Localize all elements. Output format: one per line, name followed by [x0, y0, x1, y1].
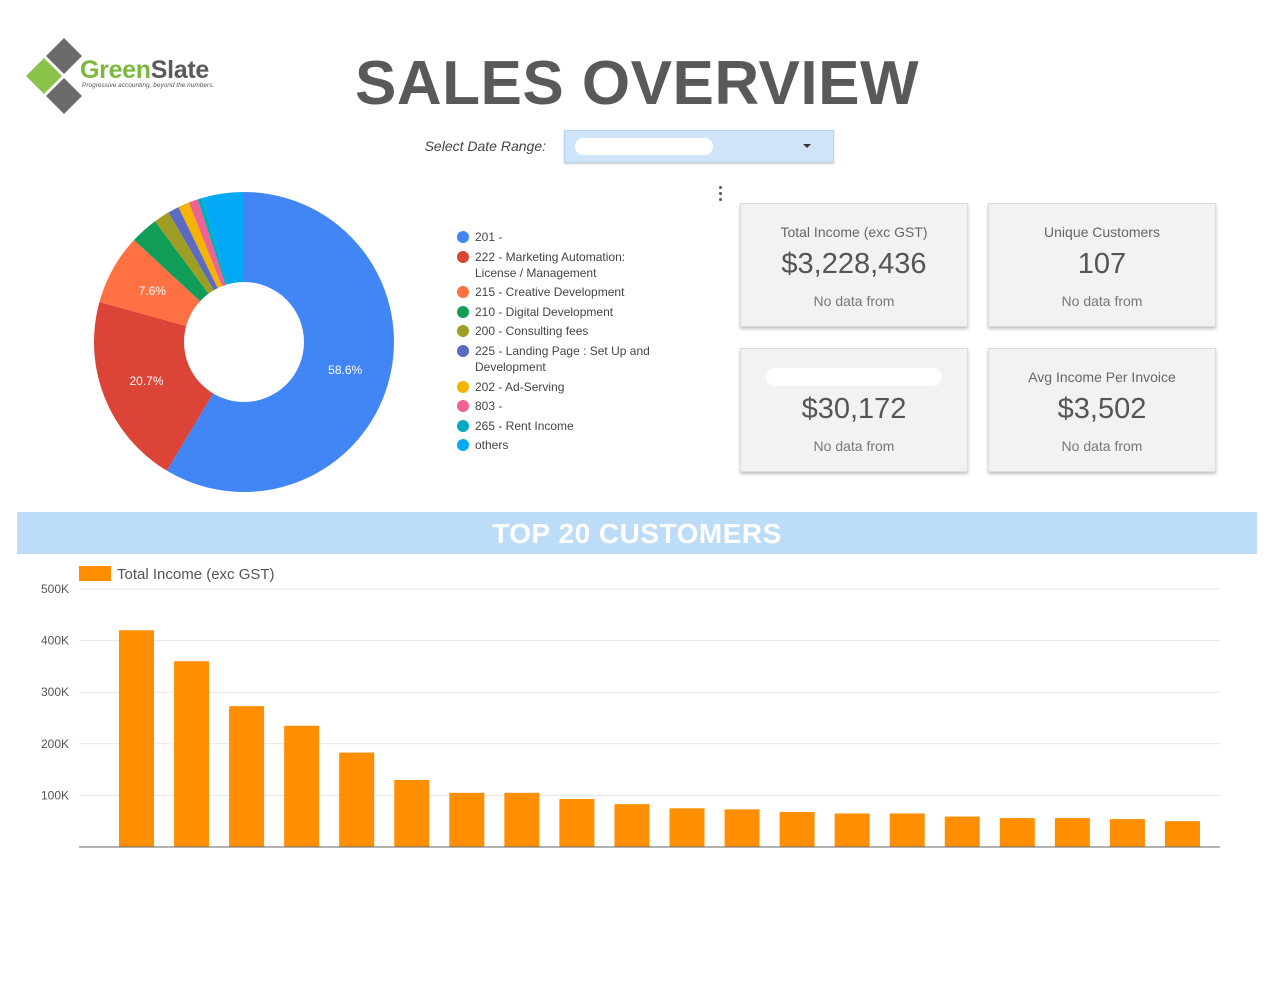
legend-label: 265 - Rent Income — [475, 418, 574, 433]
kpi-comparison: No data from — [1061, 293, 1143, 309]
y-tick-label: 200K — [41, 737, 69, 751]
legend-item[interactable]: 201 - — [457, 229, 717, 245]
caret-down-icon — [803, 144, 811, 148]
bar-customer-6[interactable] — [394, 779, 430, 847]
legend-color-dot — [457, 250, 469, 263]
legend-color-dot — [457, 325, 469, 338]
legend-label-total-income: Total Income (exc GST) — [117, 566, 275, 583]
legend-label: 200 - Consulting fees — [475, 324, 589, 339]
kpi-comparison: No data from — [813, 293, 895, 309]
bar-customer-5[interactable] — [339, 752, 375, 847]
page-title: SALES OVERVIEW — [355, 49, 919, 118]
kpi-label: Unique Customers — [1044, 224, 1160, 240]
legend-color-dot — [457, 439, 469, 452]
kpi-label-redacted — [766, 368, 942, 386]
kpi-label: Total Income (exc GST) — [780, 224, 928, 240]
legend-label: 210 - Digital Development — [475, 304, 614, 319]
legend-item[interactable]: 222 - Marketing Automation: License / Ma… — [457, 249, 717, 281]
logo-tagline: Progressive accounting, beyond the numbe… — [82, 82, 215, 89]
legend-label: 225 - Landing Page : Set Up and Developm… — [475, 343, 650, 374]
legend-label: others — [475, 438, 509, 453]
legend-label: 222 - Marketing Automation: License / Ma… — [475, 249, 626, 280]
more-options-icon[interactable] — [712, 186, 730, 206]
legend-label: 201 - — [475, 230, 503, 244]
legend-label: 202 - Ad-Serving — [475, 379, 565, 394]
kpi-value: 107 — [1077, 248, 1127, 280]
bar-customer-12[interactable] — [724, 809, 760, 847]
donut-legend: 201 - 222 - Marketing Automation: License… — [457, 229, 717, 457]
bar-customer-11[interactable] — [669, 808, 705, 847]
legend-color-dot — [457, 400, 469, 413]
bar-customer-7[interactable] — [449, 792, 485, 847]
legend-item[interactable]: 225 - Landing Page : Set Up and Developm… — [457, 343, 717, 375]
legend-color-dot — [457, 380, 469, 393]
legend-color-dot — [457, 419, 469, 432]
kpi-card-unique-customers: Unique Customers 107 No data from — [988, 203, 1216, 327]
bar-customer-1[interactable] — [119, 630, 154, 847]
legend-item[interactable]: 803 - — [457, 398, 717, 414]
legend-color-dot — [457, 286, 469, 299]
section-banner: TOP 20 CUSTOMERS — [17, 512, 1257, 554]
date-range-select[interactable] — [564, 130, 834, 163]
greenslate-logo — [26, 38, 82, 114]
donut-slice-label: 20.7% — [129, 374, 163, 388]
logo-diamond-bottom — [46, 78, 82, 114]
legend-label: 215 - Creative Development — [475, 285, 625, 300]
y-tick-label: 300K — [41, 685, 69, 699]
legend-color-dot — [457, 231, 469, 243]
bar-customer-15[interactable] — [889, 813, 925, 847]
legend-label: 803 - — [475, 399, 503, 414]
bar-customer-13[interactable] — [779, 811, 815, 847]
legend-item[interactable]: 200 - Consulting fees — [457, 323, 717, 339]
donut-slice-label: 58.6% — [328, 363, 362, 377]
donut-hole — [184, 282, 304, 402]
kpi-comparison: No data from — [1061, 438, 1143, 454]
bar-customer-8[interactable] — [504, 792, 540, 847]
income-by-account-donut: 58.6% 20.7% 7.6% — [93, 192, 394, 492]
legend-item[interactable]: others — [457, 437, 717, 453]
y-tick-label: 100K — [41, 788, 69, 802]
logo-diamond-top — [46, 38, 82, 74]
bar-customer-14[interactable] — [834, 813, 870, 847]
kpi-comparison: No data from — [813, 438, 895, 454]
bar-customer-18[interactable] — [1054, 818, 1090, 847]
date-range-value — [575, 138, 713, 155]
bar-customer-17[interactable] — [999, 818, 1035, 847]
bar-customer-16[interactable] — [944, 816, 980, 847]
kpi-value: $3,228,436 — [781, 248, 927, 280]
bar-customer-9[interactable] — [559, 799, 595, 847]
bar-customer-3[interactable] — [229, 706, 265, 847]
legend-swatch — [79, 566, 111, 581]
legend-item[interactable]: 265 - Rent Income — [457, 418, 717, 434]
legend-item[interactable]: 210 - Digital Development — [457, 304, 717, 320]
kpi-card-total-income: Total Income (exc GST) $3,228,436 No dat… — [740, 203, 968, 327]
section-title: TOP 20 CUSTOMERS — [492, 518, 782, 549]
bar-customer-2[interactable] — [174, 661, 210, 847]
kpi-value: $3,502 — [1057, 393, 1147, 425]
logo-diamond-left — [26, 58, 62, 94]
kpi-label: Avg Income Per Invoice — [1028, 369, 1176, 385]
bar-customer-10[interactable] — [614, 804, 650, 847]
y-tick-label: 500K — [41, 582, 69, 596]
legend-item[interactable]: 215 - Creative Development — [457, 284, 717, 300]
logo-wordmark: GreenSlate — [80, 56, 210, 84]
bar-customer-19[interactable] — [1109, 819, 1145, 847]
donut-slice-label: 7.6% — [139, 284, 167, 298]
legend-color-dot — [457, 305, 469, 318]
legend-item[interactable]: 202 - Ad-Serving — [457, 379, 717, 395]
kpi-value: $30,172 — [801, 393, 907, 425]
legend-color-dot — [457, 344, 469, 357]
kpi-card-redacted: $30,172 No data from — [740, 348, 968, 472]
bar-customer-4[interactable] — [284, 725, 320, 847]
date-range-label: Select Date Range: — [424, 138, 546, 154]
top-customers-bar-chart: 100K 200K 300K 400K 500K Total Income (exc G… — [41, 566, 1220, 848]
bar-customer-20[interactable] — [1164, 821, 1200, 847]
y-tick-label: 400K — [41, 634, 69, 648]
kpi-card-avg-income: Avg Income Per Invoice $3,502 No data fr… — [988, 348, 1216, 472]
